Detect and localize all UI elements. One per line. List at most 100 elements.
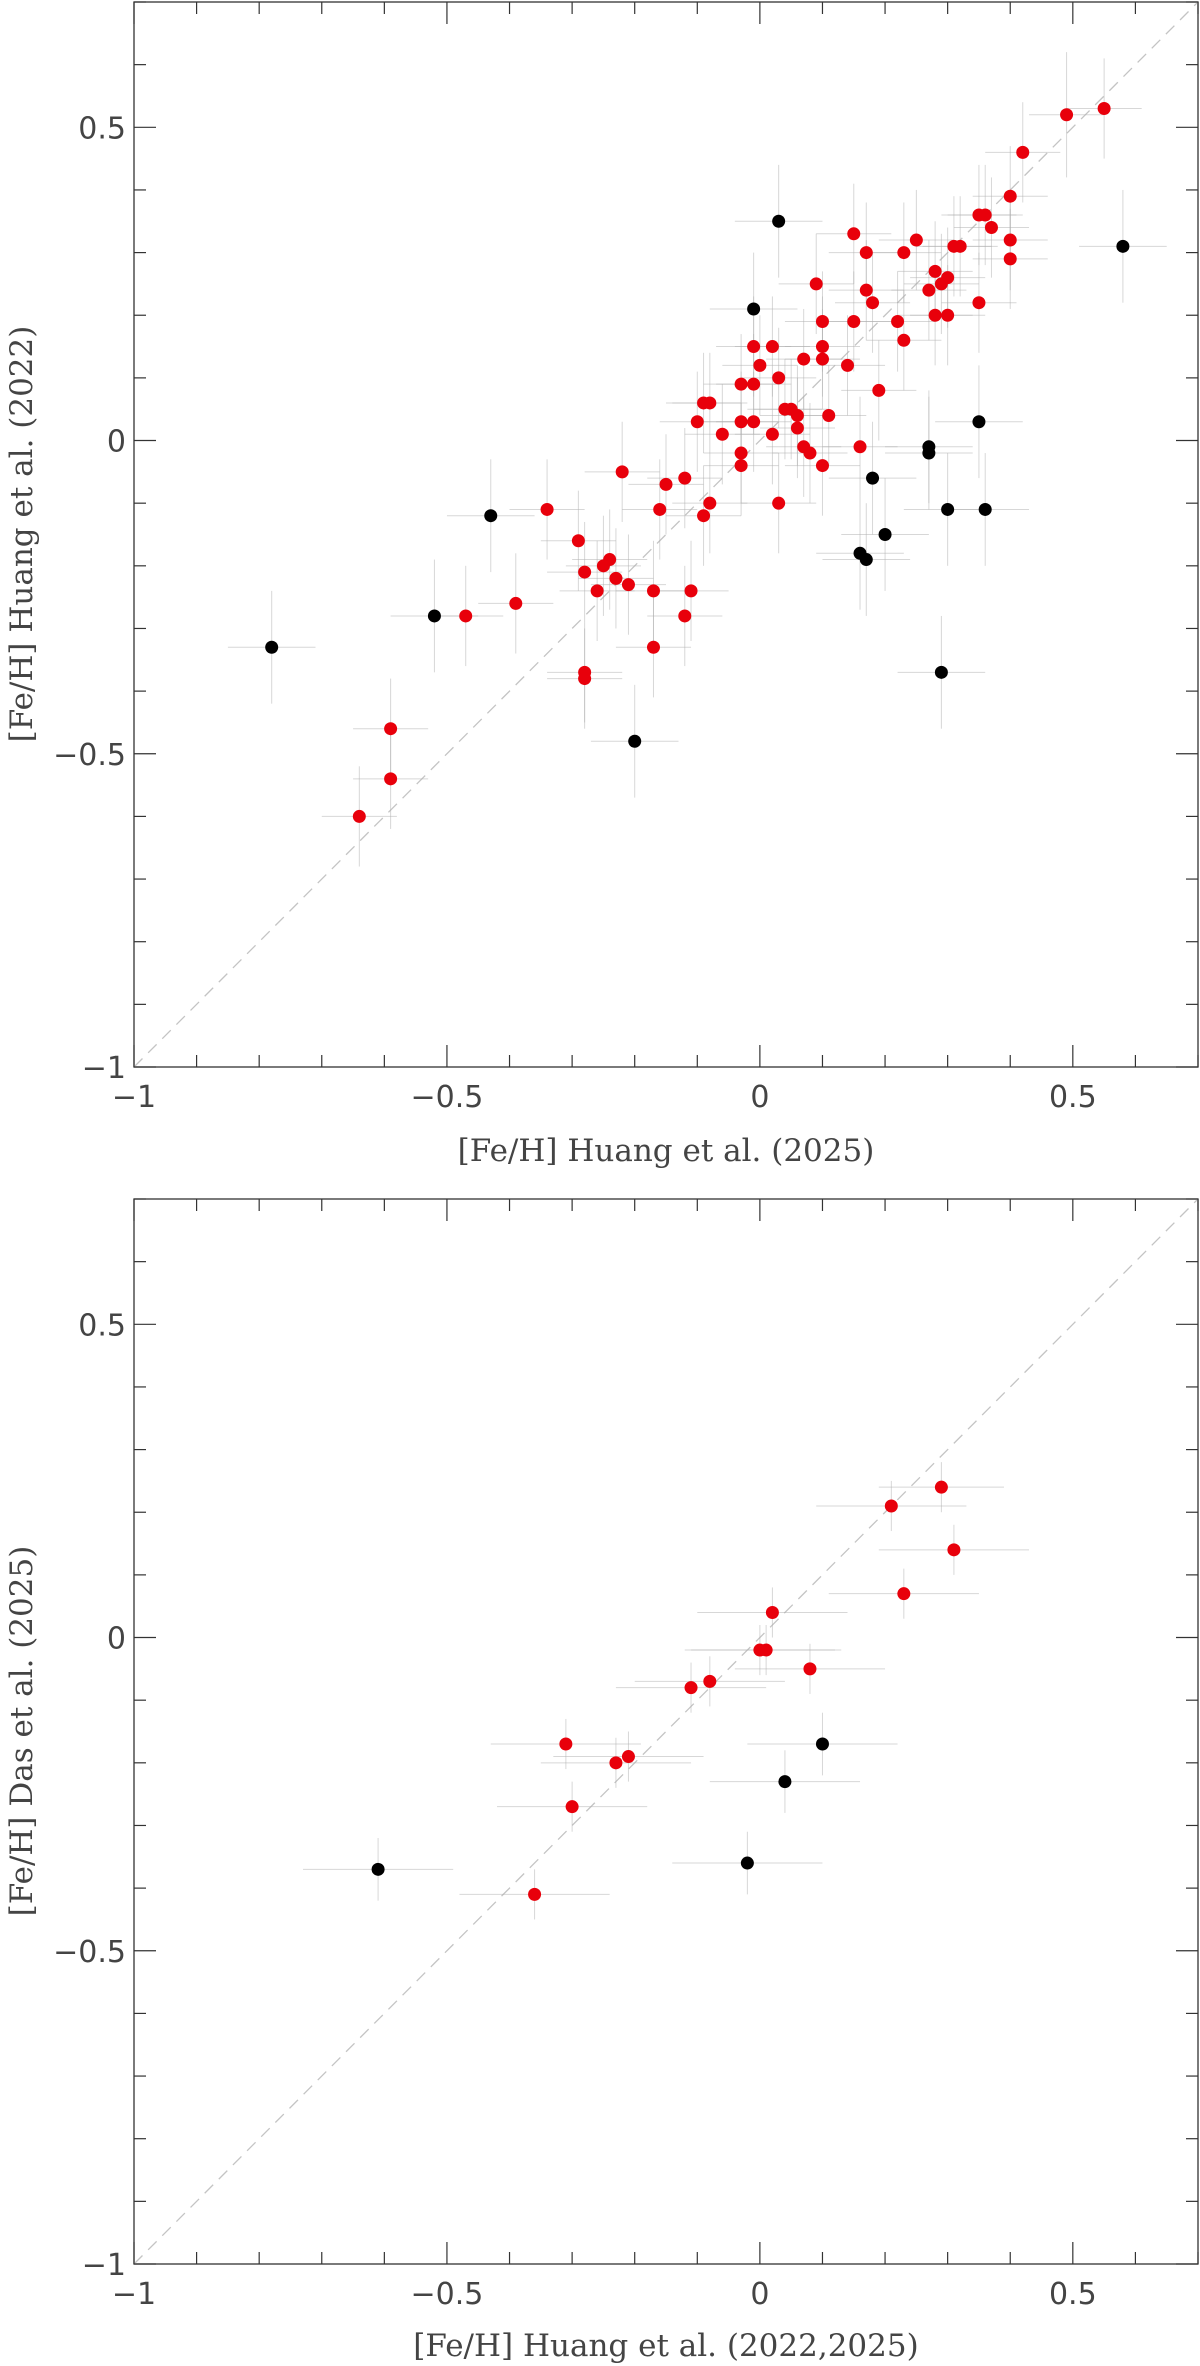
- top-red-data-point: [841, 358, 855, 372]
- top-black-data-point: [941, 502, 955, 516]
- top-red-data-point: [928, 308, 942, 322]
- top-red-data-point: [697, 396, 711, 410]
- bottom-red-data-point: [684, 1681, 698, 1695]
- top-y-axis-label: [Fe/H] Huang et al. (2022): [4, 326, 40, 743]
- bottom-red-data-point: [897, 1587, 911, 1601]
- bottom-red-data-point: [559, 1737, 573, 1751]
- top-red-data-point: [947, 239, 961, 253]
- top-red-data-point: [734, 377, 748, 391]
- bottom-black-data-point: [371, 1862, 385, 1876]
- top-red-data-point: [984, 221, 998, 235]
- top-axis-tick-labels: −1 −0.5 0 0.5 −1 −0.5 0 0.5: [53, 111, 1097, 1115]
- top-red-data-point: [684, 584, 698, 598]
- top-red-data-point: [897, 246, 911, 260]
- bottom-red-data-point: [565, 1800, 579, 1814]
- top-red-data-point: [1003, 252, 1017, 266]
- top-black-data-point: [972, 415, 986, 429]
- bottom-x-axis-label: [Fe/H] Huang et al. (2022,2025): [413, 2328, 918, 2364]
- top-red-data-point: [772, 496, 786, 510]
- bottom-axis-tick-labels: −1 −0.5 0 0.5 −1 −0.5 0 0.5: [53, 1308, 1097, 2312]
- top-red-data-point: [859, 246, 873, 260]
- bottom-red-data-point: [609, 1756, 623, 1770]
- top-black-data-point: [484, 509, 498, 523]
- top-red-data-point: [509, 596, 523, 610]
- top-red-data-point: [1060, 108, 1074, 122]
- top-black-data-point: [427, 609, 441, 623]
- top-black-data-point: [1116, 239, 1130, 253]
- bottom-black-data-point: [778, 1775, 792, 1789]
- top-red-data-point: [803, 446, 817, 460]
- top-red-data-point: [615, 465, 629, 479]
- top-red-data-point: [972, 296, 986, 310]
- top-red-data-point: [928, 264, 942, 278]
- top-red-data-point: [778, 402, 792, 416]
- top-red-data-point: [646, 640, 660, 654]
- bottom-red-data-point: [803, 1662, 817, 1676]
- top-black-data-point: [859, 553, 873, 567]
- top-red-data-point: [815, 459, 829, 473]
- top-axis-ticks: [133, 1, 1199, 1068]
- bottom-black-data-point: [815, 1737, 829, 1751]
- bottom-axis-ticks: [133, 1198, 1199, 2265]
- top-red-data-point: [590, 584, 604, 598]
- top-red-data-point: [822, 408, 836, 422]
- top-red-data-point: [809, 277, 823, 291]
- top-y-tick-label: 0: [107, 425, 126, 460]
- top-red-data-point: [909, 233, 923, 247]
- top-red-data-point: [1003, 233, 1017, 247]
- bottom-y-tick-label: 0: [107, 1622, 126, 1657]
- top-red-data-point: [678, 609, 692, 623]
- top-red-data-point: [596, 559, 610, 573]
- top-red-data-point: [772, 371, 786, 385]
- top-red-data-point: [897, 333, 911, 347]
- top-red-data-point: [859, 283, 873, 297]
- bottom-y-tick-label: 0.5: [78, 1308, 126, 1343]
- top-red-data-point: [747, 377, 761, 391]
- top-red-data-point: [922, 283, 936, 297]
- top-red-data-point: [790, 421, 804, 435]
- top-x-axis-label: [Fe/H] Huang et al. (2025): [458, 1133, 875, 1169]
- top-black-data-point: [772, 214, 786, 228]
- top-red-data-point: [815, 340, 829, 354]
- top-red-data-point: [621, 578, 635, 592]
- top-red-data-point: [815, 315, 829, 328]
- bottom-y-tick-label: −1: [82, 2248, 126, 2283]
- top-red-data-point: [578, 565, 592, 579]
- top-red-data-point: [934, 277, 948, 291]
- top-red-data-point: [853, 440, 867, 454]
- top-red-data-point: [972, 208, 986, 222]
- top-red-data-point: [1016, 145, 1030, 159]
- top-red-data-point: [734, 459, 748, 473]
- top-red-data-point: [384, 722, 398, 736]
- top-black-data-point: [878, 528, 892, 541]
- bottom-x-tick-label: −0.5: [411, 2277, 484, 2312]
- top-red-data-point: [459, 609, 473, 623]
- top-red-data-point: [891, 315, 905, 328]
- top-red-data-point: [797, 352, 811, 366]
- top-red-data-point: [571, 534, 585, 548]
- bottom-x-tick-label: 0: [750, 2277, 769, 2312]
- top-y-tick-label: −1: [82, 1051, 126, 1086]
- top-red-data-point: [352, 809, 366, 823]
- top-black-data-point: [922, 446, 936, 460]
- top-red-data-point: [815, 352, 829, 366]
- top-red-data-point: [703, 496, 717, 510]
- top-black-data-point: [628, 734, 642, 748]
- bottom-plot-frame: [133, 1198, 1199, 2265]
- bottom-red-data-point: [947, 1543, 961, 1557]
- top-red-data-point: [384, 772, 398, 786]
- top-black-data-point: [978, 502, 992, 516]
- top-red-data-point: [734, 415, 748, 429]
- top-x-tick-label: 0: [750, 1080, 769, 1115]
- top-red-data-point: [734, 446, 748, 460]
- top-red-data-point: [847, 315, 861, 328]
- top-black-data-point: [747, 302, 761, 316]
- top-red-data-point: [678, 471, 692, 485]
- top-red-data-point: [790, 408, 804, 422]
- top-red-data-point: [715, 427, 729, 441]
- bottom-red-data-point: [934, 1480, 948, 1494]
- top-y-tick-label: 0.5: [78, 111, 126, 146]
- top-data-points: [265, 102, 1130, 823]
- top-red-data-point: [765, 427, 779, 441]
